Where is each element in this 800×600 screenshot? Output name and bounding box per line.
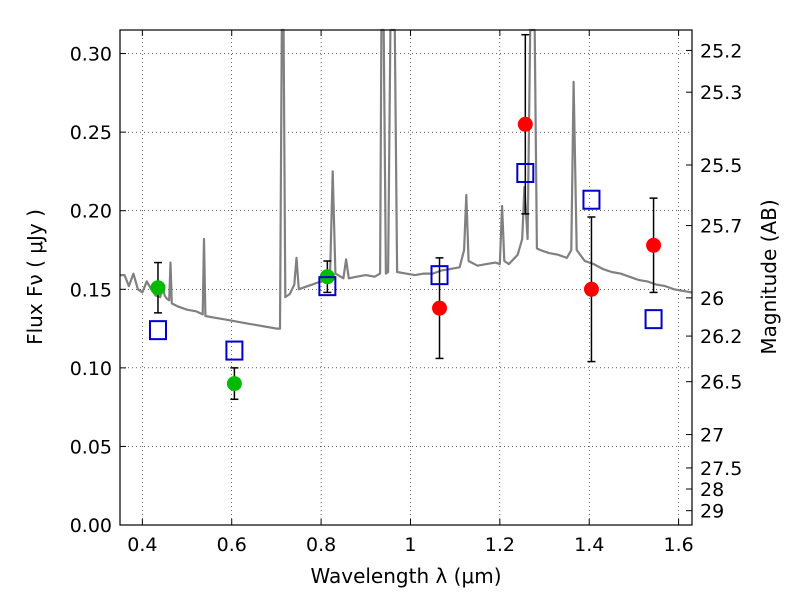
data-point <box>583 281 599 297</box>
y2-tick-label: 27.5 <box>700 458 742 480</box>
model-point <box>516 163 535 183</box>
x-axis-ticks: 0.4 0.6 0.8 1 1.2 1.4 1.6 <box>127 30 694 556</box>
x-tick-label: 0.6 <box>217 534 247 556</box>
y2-tick-label: 27 <box>700 425 724 447</box>
y-tick-label: 0.25 <box>70 122 112 144</box>
model-point <box>225 340 244 361</box>
model-point <box>582 189 601 210</box>
y2-axis-label: Magnitude (AB) <box>757 199 781 354</box>
spectrum-line <box>120 28 693 330</box>
data-point <box>226 376 242 392</box>
data-point <box>646 237 662 253</box>
data-point <box>432 300 448 316</box>
model-point <box>318 276 337 297</box>
x-tick-label: 1.4 <box>574 534 604 556</box>
x-tick-label: 1.6 <box>663 534 693 556</box>
y-tick-label: 0.15 <box>70 279 112 301</box>
y-axis-label: Flux Fν ( μJy ) <box>23 209 47 345</box>
data-point <box>517 116 533 132</box>
y-tick-label: 0.30 <box>70 44 112 66</box>
y2-tick-label: 26.5 <box>700 372 742 394</box>
model-point <box>644 309 663 330</box>
y-tick-label: 0.10 <box>70 358 112 380</box>
y-tick-label: 0.05 <box>70 436 112 458</box>
y2-tick-label: 29 <box>700 501 724 523</box>
y2-tick-label: 26.2 <box>700 326 742 348</box>
y-tick-label: 0.00 <box>70 515 112 537</box>
x-axis-label: Wavelength λ (μm) <box>310 564 501 588</box>
x-tick-label: 1 <box>404 534 416 556</box>
y2-tick-label: 25.3 <box>700 82 742 104</box>
y2-tick-label: 26 <box>700 288 724 310</box>
y2-tick-label: 25.7 <box>700 216 742 238</box>
data-points-layer <box>148 33 663 401</box>
spectrum-line-layer <box>120 28 693 330</box>
y2-tick-label: 28 <box>700 479 724 501</box>
model-point <box>148 320 167 341</box>
data-point <box>150 280 166 296</box>
y2-tick-label: 25.5 <box>700 155 742 177</box>
y2-tick-label: 25.2 <box>700 40 742 62</box>
y-tick-label: 0.20 <box>70 201 112 223</box>
x-tick-label: 0.4 <box>127 534 157 556</box>
x-tick-label: 1.2 <box>485 534 515 556</box>
x-tick-label: 0.8 <box>306 534 336 556</box>
plot-frame <box>119 29 693 526</box>
model-point <box>430 265 449 286</box>
y-axis-ticks: 0.00 0.05 0.10 0.15 0.20 0.25 0.30 <box>70 44 126 537</box>
